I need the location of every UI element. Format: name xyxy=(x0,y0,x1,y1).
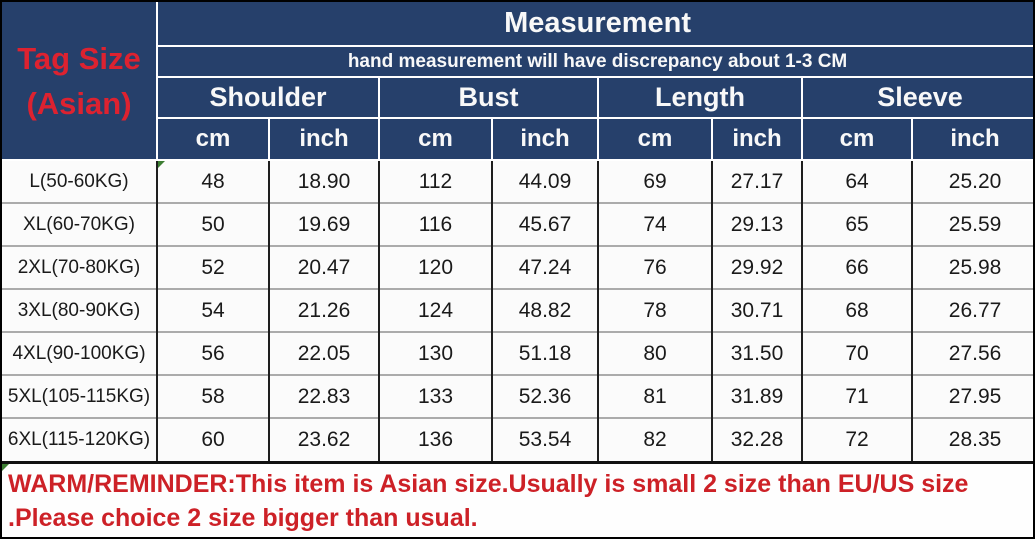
measurement-cell: 27.95 xyxy=(910,374,1033,418)
measurement-cell: 51.18 xyxy=(491,331,598,375)
measurement-cell: 26.77 xyxy=(910,288,1033,332)
measurement-cell: 22.05 xyxy=(268,331,379,375)
unit-header: cm xyxy=(801,117,913,161)
measurement-cell: 28.35 xyxy=(910,417,1033,461)
measurement-cell: 71 xyxy=(801,374,912,418)
measurement-cell: 65 xyxy=(801,202,912,246)
table-row: 3XL(80-90KG) 54 21.26 124 48.82 78 30.71 68 26.7… xyxy=(2,288,1033,332)
measurement-cell: 27.17 xyxy=(711,160,802,203)
column-group-sleeve: Sleeve xyxy=(800,76,1033,119)
measurement-cell: 76 xyxy=(597,245,712,289)
measurement-cell: 47.24 xyxy=(491,245,598,289)
measurement-cell: 69 xyxy=(597,160,712,203)
unit-header: inch xyxy=(711,117,803,161)
measurement-cell: 50 xyxy=(156,202,269,246)
measurement-cell: 112 xyxy=(378,160,492,203)
measurement-cell: 23.62 xyxy=(268,417,379,461)
measurement-cell: 60 xyxy=(156,417,269,461)
measurement-table: Tag Size (Asian) Measurement hand measur… xyxy=(2,2,1033,461)
column-group-length: Length xyxy=(597,76,803,119)
measurement-cell: 133 xyxy=(378,374,492,418)
measurement-cell: 25.98 xyxy=(910,245,1033,289)
table-subtitle: hand measurement will have discrepancy a… xyxy=(155,45,1033,78)
unit-header: cm xyxy=(378,117,493,161)
table-row: 6XL(115-120KG) 60 23.62 136 53.54 82 32.28 72 28… xyxy=(2,417,1033,461)
table-row: L(50-60KG) 48 18.90 112 44.09 69 27.17 64 25.20 xyxy=(2,160,1033,203)
measurement-cell: 130 xyxy=(378,331,492,375)
measurement-cell: 52.36 xyxy=(491,374,598,418)
measurement-cell: 44.09 xyxy=(491,160,598,203)
measurement-cell: 78 xyxy=(597,288,712,332)
measurement-cell: 120 xyxy=(378,245,492,289)
measurement-cell: 54 xyxy=(156,288,269,332)
size-label: 4XL(90-100KG) xyxy=(2,331,157,375)
unit-header: cm xyxy=(156,117,270,161)
reminder-line1: WARM/REMINDER:This item is Asian size.Us… xyxy=(8,470,969,498)
size-label: 3XL(80-90KG) xyxy=(2,288,157,332)
measurement-cell: 31.89 xyxy=(711,374,802,418)
table-row: XL(60-70KG) 50 19.69 116 45.67 74 29.13 65 25.59 xyxy=(2,202,1033,246)
measurement-cell: 72 xyxy=(801,417,912,461)
measurement-cell: 70 xyxy=(801,331,912,375)
table-title: Measurement xyxy=(155,2,1033,47)
reminder-line2: .Please choice 2 size bigger than usual. xyxy=(8,504,478,532)
measurement-cell: 66 xyxy=(801,245,912,289)
table-row: 2XL(70-80KG) 52 20.47 120 47.24 76 29.92 66 25.9… xyxy=(2,245,1033,289)
measurement-cell: 74 xyxy=(597,202,712,246)
measurement-cell: 31.50 xyxy=(711,331,802,375)
measurement-cell: 19.69 xyxy=(268,202,379,246)
measurement-cell: 56 xyxy=(156,331,269,375)
unit-header: inch xyxy=(268,117,380,161)
measurement-cell: 29.92 xyxy=(711,245,802,289)
measurement-cell: 21.26 xyxy=(268,288,379,332)
measurement-cell: 116 xyxy=(378,202,492,246)
measurement-cell: 58 xyxy=(156,374,269,418)
measurement-cell: 81 xyxy=(597,374,712,418)
measurement-cell: 136 xyxy=(378,417,492,461)
measurement-cell: 25.59 xyxy=(910,202,1033,246)
table-row: 5XL(105-115KG) 58 22.83 133 52.36 81 31.89 71 27… xyxy=(2,374,1033,418)
measurement-cell: 20.47 xyxy=(268,245,379,289)
measurement-cell: 48.82 xyxy=(491,288,598,332)
size-label: 2XL(70-80KG) xyxy=(2,245,157,289)
reminder-note: WARM/REMINDER:This item is Asian size.Us… xyxy=(2,461,1033,537)
measurement-cell: 22.83 xyxy=(268,374,379,418)
measurement-cell: 18.90 xyxy=(268,160,379,203)
measurement-cell: 27.56 xyxy=(910,331,1033,375)
measurement-cell: 82 xyxy=(597,417,712,461)
tag-size-label-line1: Tag Size xyxy=(17,40,141,76)
unit-header: inch xyxy=(491,117,599,161)
size-label: 6XL(115-120KG) xyxy=(2,417,157,461)
measurement-cell: 80 xyxy=(597,331,712,375)
measurement-cell: 53.54 xyxy=(491,417,598,461)
measurement-cell: 32.28 xyxy=(711,417,802,461)
measurement-cell: 68 xyxy=(801,288,912,332)
measurement-cell: 30.71 xyxy=(711,288,802,332)
measurement-cell: 48 xyxy=(156,160,269,203)
column-group-bust: Bust xyxy=(378,76,599,119)
table-row: 4XL(90-100KG) 56 22.05 130 51.18 80 31.50 70 27.… xyxy=(2,331,1033,375)
measurement-cell: 124 xyxy=(378,288,492,332)
column-group-shoulder: Shoulder xyxy=(156,76,380,119)
measurement-cell: 52 xyxy=(156,245,269,289)
size-label: XL(60-70KG) xyxy=(2,202,157,246)
tag-size-label-line2: (Asian) xyxy=(26,85,132,121)
tag-size-corner-cell: Tag Size (Asian) xyxy=(2,2,158,161)
unit-header: cm xyxy=(597,117,713,161)
unit-header: inch xyxy=(910,117,1033,161)
size-label: 5XL(105-115KG) xyxy=(2,374,157,418)
measurement-cell: 29.13 xyxy=(711,202,802,246)
measurement-cell: 25.20 xyxy=(910,160,1033,203)
size-label: L(50-60KG) xyxy=(2,160,157,203)
measurement-cell: 64 xyxy=(801,160,912,203)
measurement-cell: 45.67 xyxy=(491,202,598,246)
